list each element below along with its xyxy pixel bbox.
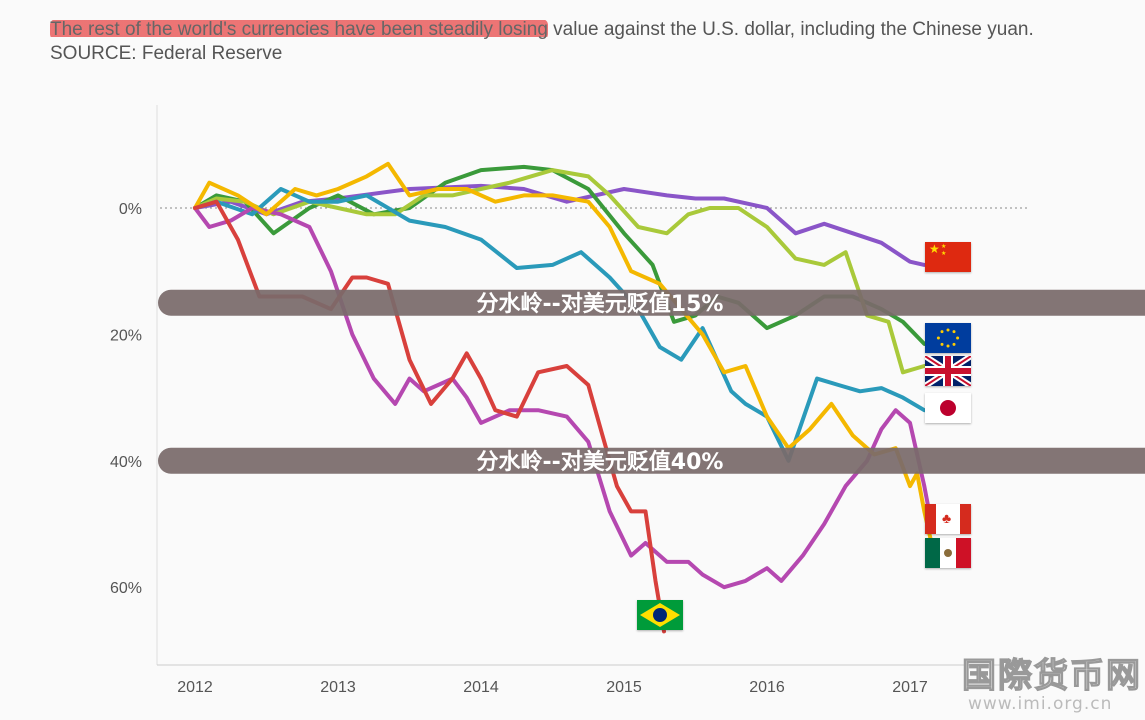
watermark-url: www.imi.org.cn <box>968 694 1113 714</box>
y-tick-label: 40% <box>110 454 142 471</box>
uk-cross <box>925 356 971 386</box>
maple-leaf-icon: ♣ <box>942 510 952 526</box>
x-tick-label: 2013 <box>320 679 356 696</box>
mexico-flag-green <box>925 538 940 568</box>
threshold-band-label: 分水岭--对美元贬值15% <box>477 291 724 317</box>
x-tick-label: 2015 <box>606 679 642 696</box>
brazil-diamond <box>640 603 680 627</box>
eu-stars <box>936 328 960 348</box>
china-flag-small-stars: ★ ★ <box>941 244 947 257</box>
x-tick-label: 2012 <box>177 679 213 696</box>
y-tick-label: 0% <box>119 201 142 218</box>
uk-flag <box>925 356 971 386</box>
x-tick-label: 2016 <box>749 679 785 696</box>
mexico-flag <box>925 538 971 568</box>
series-line-brazil <box>193 199 666 634</box>
mexico-flag-red <box>956 538 971 568</box>
caption-rest: value against the U.S. dollar, including… <box>50 19 1034 64</box>
x-tick-label: 2017 <box>892 679 928 696</box>
series-line-uk <box>193 168 927 375</box>
china-flag: ★ ★ ★ <box>925 242 971 272</box>
canada-flag: ♣ <box>925 504 971 534</box>
canada-flag-right-bar <box>960 504 971 534</box>
mexico-flag-emblem <box>944 549 952 557</box>
y-tick-label: 20% <box>110 327 142 344</box>
caption-highlighted: The rest of the world's currencies have … <box>50 19 548 40</box>
y-tick-label: 60% <box>110 580 142 597</box>
japan-flag <box>925 393 971 423</box>
series-line-japan <box>193 187 927 463</box>
threshold-band <box>158 289 1145 316</box>
japan-flag-sun <box>940 400 956 416</box>
threshold-band-label: 分水岭--对美元贬值40% <box>477 449 724 475</box>
series-line-mexico <box>193 161 934 545</box>
threshold-band <box>158 447 1145 474</box>
china-flag-star: ★ <box>929 242 940 256</box>
eu-flag <box>925 323 971 353</box>
brazil-flag <box>637 600 683 630</box>
watermark-logo: 国際货币网 <box>961 655 1142 696</box>
canada-flag-left-bar <box>925 504 936 534</box>
chart-caption: The rest of the world's currencies have … <box>50 18 1050 66</box>
x-tick-label: 2014 <box>463 679 499 696</box>
